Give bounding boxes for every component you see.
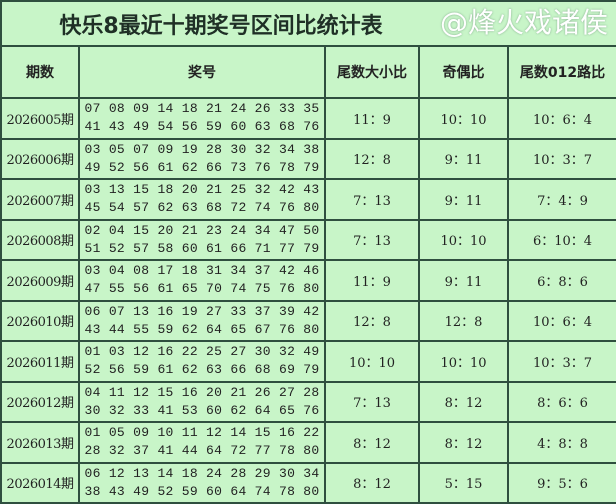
numbers-line-1: 07 08 09 14 18 21 24 26 33 35 [84, 101, 320, 117]
numbers-line-1: 02 04 15 20 21 23 24 34 47 50 [84, 222, 320, 238]
period-cell: 2026013期 [0, 421, 80, 464]
route012-cell: 9：5：6 [506, 461, 616, 504]
period-cell: 2026014期 [0, 461, 80, 504]
table-row: 2026009期 03 04 08 17 18 31 34 37 42 46 47 … [0, 259, 616, 302]
odd-even-cell: 9：11 [418, 259, 509, 302]
big-small-cell: 7：13 [324, 380, 420, 423]
big-small-cell: 8：12 [324, 461, 420, 504]
header-numbers: 奖号 [78, 45, 326, 99]
numbers-line-2: 41 43 49 54 56 59 60 63 68 76 [84, 119, 320, 135]
route012-cell: 10：3：7 [506, 137, 616, 180]
odd-even-cell: 8：12 [418, 421, 509, 464]
route012-cell: 4：8：8 [506, 421, 616, 464]
numbers-cell: 03 05 07 09 19 28 30 32 34 38 49 52 56 61… [78, 137, 326, 180]
numbers-cell: 01 03 12 16 22 25 27 30 32 49 52 56 59 61… [78, 340, 326, 383]
numbers-cell: 06 07 13 16 19 27 33 37 39 42 43 44 55 59… [78, 299, 326, 342]
numbers-line-2: 51 52 57 58 60 61 66 71 77 79 [84, 240, 320, 256]
odd-even-cell: 10：10 [418, 340, 509, 383]
period-cell: 2026007期 [0, 178, 80, 221]
period-cell: 2026006期 [0, 137, 80, 180]
numbers-cell: 01 05 09 10 11 12 14 15 16 22 28 32 37 41… [78, 421, 326, 464]
big-small-cell: 12：8 [324, 137, 420, 180]
period-cell: 2026012期 [0, 380, 80, 423]
numbers-line-2: 43 44 55 59 62 64 65 67 76 80 [84, 321, 320, 337]
big-small-cell: 8：12 [324, 421, 420, 464]
table-row: 2026012期 04 11 12 15 16 20 21 26 27 28 30 … [0, 380, 616, 423]
odd-even-cell: 9：11 [418, 137, 509, 180]
numbers-line-1: 01 05 09 10 11 12 14 15 16 22 [84, 425, 320, 441]
odd-even-cell: 5：15 [418, 461, 509, 504]
table-row: 2026014期 06 12 13 14 18 24 28 29 30 34 38 … [0, 461, 616, 504]
numbers-line-2: 38 43 49 52 59 60 64 74 78 80 [84, 483, 320, 499]
numbers-line-2: 45 54 57 62 63 68 72 74 76 80 [84, 200, 320, 216]
header-odd-even: 奇偶比 [418, 45, 509, 99]
table-row: 2026010期 06 07 13 16 19 27 33 37 39 42 43 … [0, 299, 616, 342]
big-small-cell: 7：13 [324, 218, 420, 261]
numbers-line-1: 06 07 13 16 19 27 33 37 39 42 [84, 303, 320, 319]
route012-cell: 10：6：4 [506, 299, 616, 342]
table-title: 快乐8最近十期奖号区间比统计表 [0, 0, 616, 47]
numbers-line-2: 52 56 59 61 62 63 66 68 69 79 [84, 362, 320, 378]
numbers-line-2: 30 32 33 41 53 60 62 64 65 76 [84, 402, 320, 418]
big-small-cell: 12：8 [324, 299, 420, 342]
route012-cell: 10：6：4 [506, 97, 616, 140]
numbers-line-2: 28 32 37 41 44 64 72 77 78 80 [84, 443, 320, 459]
period-cell: 2026011期 [0, 340, 80, 383]
numbers-line-1: 01 03 12 16 22 25 27 30 32 49 [84, 344, 320, 360]
big-small-cell: 10：10 [324, 340, 420, 383]
numbers-line-2: 49 52 56 61 62 66 73 76 78 79 [84, 159, 320, 175]
route012-cell: 6：8：6 [506, 259, 616, 302]
route012-cell: 10：3：7 [506, 340, 616, 383]
table-row: 2026008期 02 04 15 20 21 23 24 34 47 50 51 … [0, 218, 616, 261]
numbers-cell: 03 04 08 17 18 31 34 37 42 46 47 55 56 61… [78, 259, 326, 302]
numbers-line-1: 06 12 13 14 18 24 28 29 30 34 [84, 465, 320, 481]
table-row: 2026013期 01 05 09 10 11 12 14 15 16 22 28 … [0, 421, 616, 464]
route012-cell: 7：4：9 [506, 178, 616, 221]
numbers-cell: 04 11 12 15 16 20 21 26 27 28 30 32 33 41… [78, 380, 326, 423]
big-small-cell: 11：9 [324, 97, 420, 140]
numbers-line-2: 47 55 56 61 65 70 74 75 76 80 [84, 281, 320, 297]
period-cell: 2026008期 [0, 218, 80, 261]
table-row: 2026005期 07 08 09 14 18 21 24 26 33 35 41 … [0, 97, 616, 140]
numbers-line-1: 04 11 12 15 16 20 21 26 27 28 [84, 384, 320, 400]
numbers-cell: 02 04 15 20 21 23 24 34 47 50 51 52 57 58… [78, 218, 326, 261]
numbers-line-1: 03 13 15 18 20 21 25 32 42 43 [84, 182, 320, 198]
numbers-cell: 03 13 15 18 20 21 25 32 42 43 45 54 57 62… [78, 178, 326, 221]
big-small-cell: 11：9 [324, 259, 420, 302]
table-row: 2026011期 01 03 12 16 22 25 27 30 32 49 52 … [0, 340, 616, 383]
numbers-cell: 06 12 13 14 18 24 28 29 30 34 38 43 49 52… [78, 461, 326, 504]
header-row: 期数 奖号 尾数大小比 奇偶比 尾数012路比 [0, 45, 616, 99]
numbers-line-1: 03 04 08 17 18 31 34 37 42 46 [84, 263, 320, 279]
numbers-cell: 07 08 09 14 18 21 24 26 33 35 41 43 49 54… [78, 97, 326, 140]
odd-even-cell: 10：10 [418, 218, 509, 261]
header-period: 期数 [0, 45, 80, 99]
period-cell: 2026010期 [0, 299, 80, 342]
period-cell: 2026009期 [0, 259, 80, 302]
header-big-small: 尾数大小比 [324, 45, 420, 99]
odd-even-cell: 8：12 [418, 380, 509, 423]
numbers-line-1: 03 05 07 09 19 28 30 32 34 38 [84, 141, 320, 157]
route012-cell: 6：10：4 [506, 218, 616, 261]
table-row: 2026007期 03 13 15 18 20 21 25 32 42 43 45 … [0, 178, 616, 221]
odd-even-cell: 10：10 [418, 97, 509, 140]
route012-cell: 8：6：6 [506, 380, 616, 423]
period-cell: 2026005期 [0, 97, 80, 140]
odd-even-cell: 9：11 [418, 178, 509, 221]
table-row: 2026006期 03 05 07 09 19 28 30 32 34 38 49 … [0, 137, 616, 180]
big-small-cell: 7：13 [324, 178, 420, 221]
header-route012: 尾数012路比 [506, 45, 616, 99]
odd-even-cell: 12：8 [418, 299, 509, 342]
